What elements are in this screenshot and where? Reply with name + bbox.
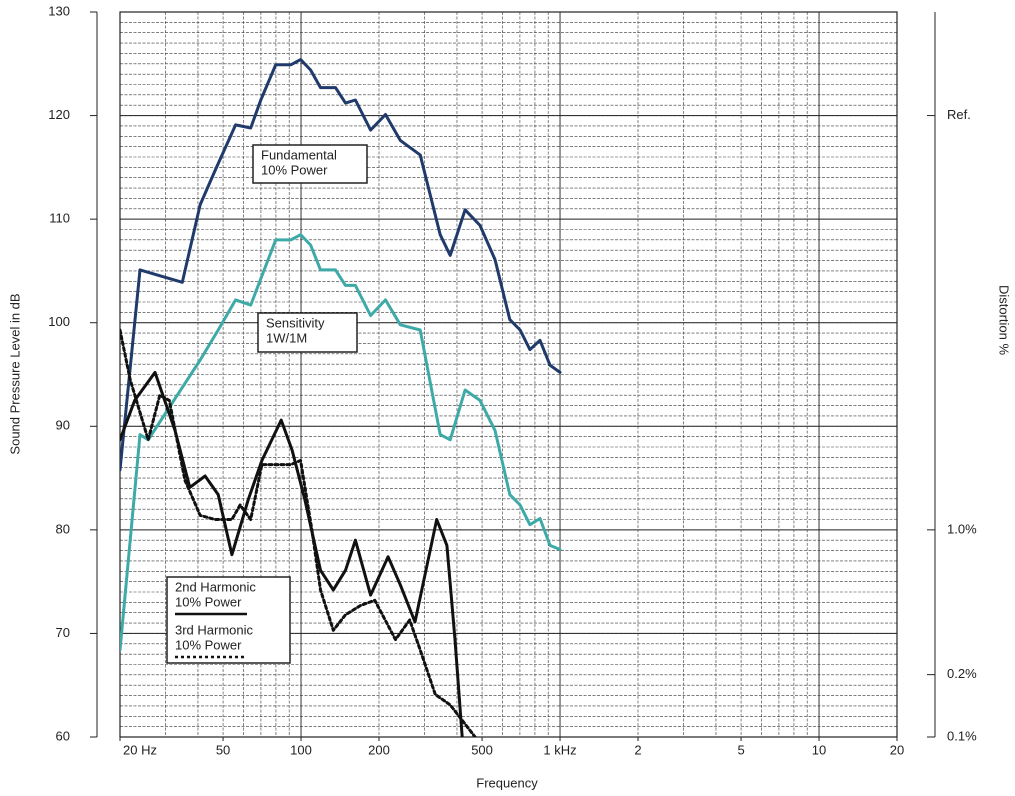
y-tick-label: 60 [56, 728, 70, 743]
y-tick-label: 70 [56, 625, 70, 640]
legend-label: 1W/1M [266, 330, 307, 345]
x-tick-label: 20 Hz [123, 742, 157, 757]
y2-tick-label: 1.0% [947, 521, 977, 536]
y-tick-label: 110 [49, 211, 70, 226]
x-axis-title: Frequency [476, 775, 538, 790]
y2-tick-label: 0.2% [947, 666, 977, 681]
legend-label: 10% Power [261, 162, 328, 177]
legend-label: 2nd Harmonic [175, 579, 256, 594]
legend-label: 10% Power [175, 594, 242, 609]
legend-box [252, 144, 368, 184]
x-tick-label: 50 [216, 742, 230, 757]
y-axis-title: Sound Pressure Level in dB [7, 293, 22, 454]
y2-tick-label: Ref. [947, 107, 971, 122]
series-line [120, 233, 562, 652]
legend-label: Sensitivity [266, 315, 325, 330]
legend-box [166, 576, 291, 664]
y-tick-label: 100 [48, 314, 70, 329]
legend-label: Fundamental [261, 147, 337, 162]
legend-label: 10% Power [175, 637, 242, 652]
x-tick-label: 1 kHz [543, 742, 576, 757]
y-tick-label: 130 [48, 3, 70, 18]
y-tick-label: 90 [56, 418, 70, 433]
legend-box [257, 312, 358, 353]
x-tick-label: 5 [737, 742, 744, 757]
x-tick-label: 100 [290, 742, 312, 757]
x-tick-label: 2 [634, 742, 641, 757]
x-tick-label: 20 [890, 742, 904, 757]
series-line [120, 370, 464, 737]
y2-axis-title: Distortion % [997, 285, 1012, 356]
legend-label: 3rd Harmonic [175, 622, 254, 637]
series-line [120, 328, 477, 737]
y-tick-label: 120 [48, 107, 70, 122]
y-tick-label: 80 [56, 521, 70, 536]
x-tick-label: 500 [471, 742, 493, 757]
series-line [120, 58, 562, 472]
plot-lines [120, 58, 562, 737]
x-tick-label: 200 [368, 742, 390, 757]
x-tick-label: 10 [812, 742, 826, 757]
y2-tick-label: 0.1% [947, 728, 977, 743]
